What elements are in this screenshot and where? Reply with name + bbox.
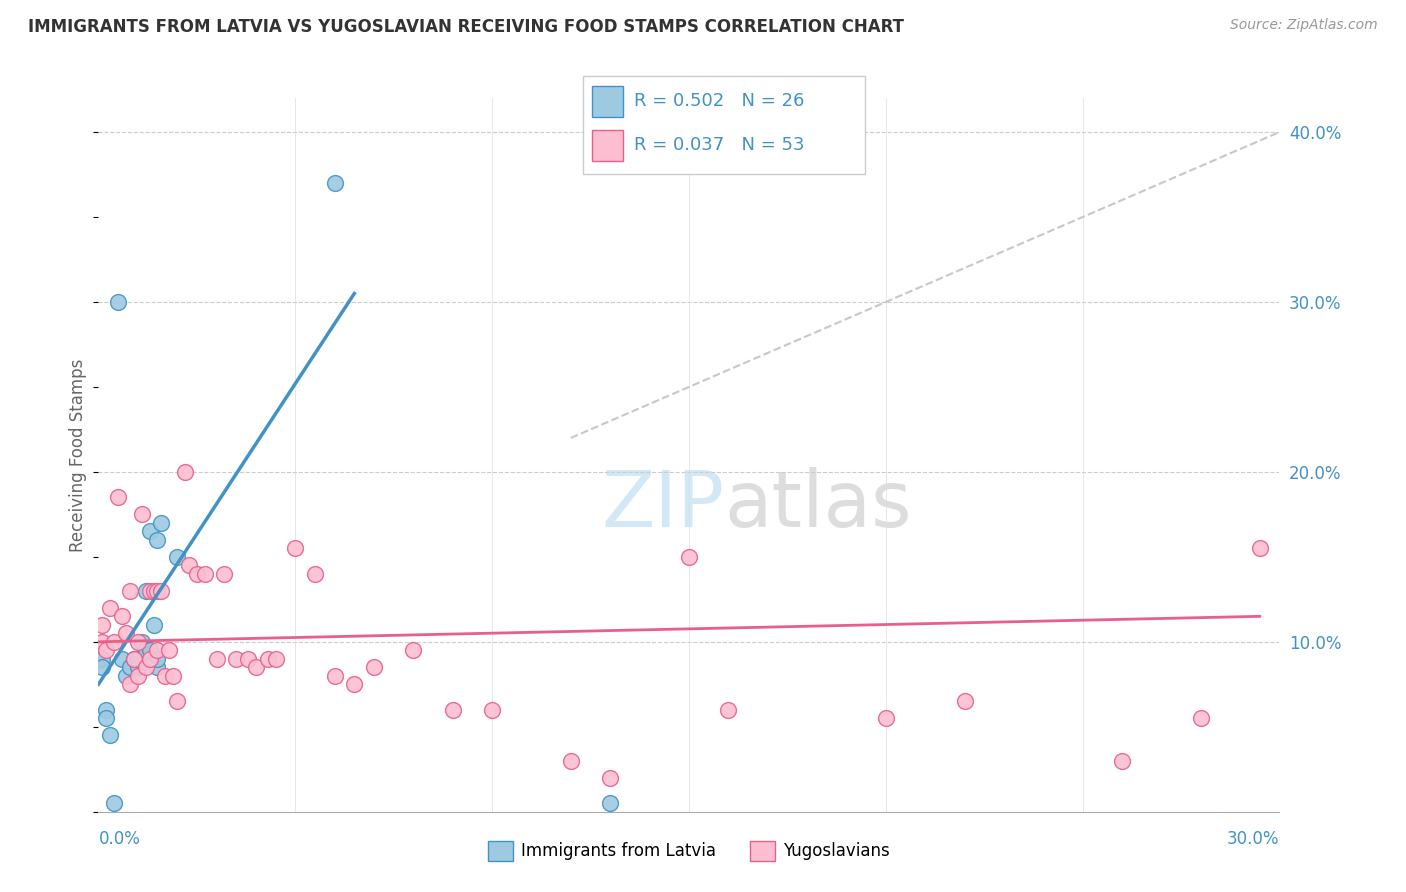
Point	[138, 643, 160, 657]
Point	[103, 635, 125, 649]
Point	[138, 524, 160, 539]
Point	[118, 660, 141, 674]
Point	[186, 566, 208, 581]
Point	[135, 643, 157, 657]
Point	[98, 728, 121, 742]
Text: R = 0.037   N = 53: R = 0.037 N = 53	[634, 136, 804, 154]
Point	[177, 558, 200, 573]
Text: ZIP: ZIP	[602, 467, 724, 543]
FancyBboxPatch shape	[592, 86, 623, 117]
Point	[304, 566, 326, 581]
Text: R = 0.502   N = 26: R = 0.502 N = 26	[634, 93, 804, 111]
Point	[142, 617, 165, 632]
Point	[98, 600, 121, 615]
Point	[560, 754, 582, 768]
Point	[150, 583, 173, 598]
Point	[138, 583, 160, 598]
Point	[1249, 541, 1271, 556]
Point	[166, 549, 188, 564]
Point	[91, 635, 114, 649]
Point	[146, 583, 169, 598]
Y-axis label: Receiving Food Stamps: Receiving Food Stamps	[69, 359, 87, 551]
Point	[91, 660, 114, 674]
Point	[96, 711, 118, 725]
Point	[115, 669, 138, 683]
Point	[1189, 711, 1212, 725]
Point	[162, 669, 184, 683]
Point	[441, 703, 464, 717]
Point	[131, 635, 153, 649]
Point	[363, 660, 385, 674]
Point	[111, 652, 134, 666]
Point	[343, 677, 366, 691]
Point	[284, 541, 307, 556]
Point	[953, 694, 976, 708]
Point	[96, 703, 118, 717]
Point	[599, 796, 621, 810]
Point	[245, 660, 267, 674]
Point	[599, 771, 621, 785]
Point	[146, 643, 169, 657]
Point	[166, 694, 188, 708]
Point	[194, 566, 217, 581]
Point	[127, 669, 149, 683]
Point	[155, 669, 177, 683]
Point	[107, 295, 129, 310]
Point	[214, 566, 236, 581]
Point	[111, 609, 134, 624]
Point	[236, 652, 259, 666]
Text: IMMIGRANTS FROM LATVIA VS YUGOSLAVIAN RECEIVING FOOD STAMPS CORRELATION CHART: IMMIGRANTS FROM LATVIA VS YUGOSLAVIAN RE…	[28, 18, 904, 36]
Point	[138, 652, 160, 666]
Point	[875, 711, 897, 725]
Point	[135, 660, 157, 674]
Point	[127, 635, 149, 649]
Point	[135, 583, 157, 598]
Point	[264, 652, 287, 666]
Point	[157, 643, 180, 657]
Point	[717, 703, 740, 717]
Point	[142, 583, 165, 598]
Point	[323, 669, 346, 683]
Point	[225, 652, 247, 666]
Point	[118, 677, 141, 691]
Point	[122, 652, 145, 666]
Text: atlas: atlas	[724, 467, 912, 543]
Point	[107, 491, 129, 505]
Point	[205, 652, 228, 666]
Point	[150, 516, 173, 530]
Point	[91, 652, 114, 666]
Point	[115, 626, 138, 640]
Point	[146, 660, 169, 674]
FancyBboxPatch shape	[583, 76, 865, 174]
Text: 30.0%: 30.0%	[1227, 830, 1279, 847]
Point	[127, 652, 149, 666]
Text: 0.0%: 0.0%	[98, 830, 141, 847]
Legend: Immigrants from Latvia, Yugoslavians: Immigrants from Latvia, Yugoslavians	[481, 834, 897, 868]
Point	[323, 176, 346, 190]
FancyBboxPatch shape	[592, 129, 623, 161]
Text: Source: ZipAtlas.com: Source: ZipAtlas.com	[1230, 18, 1378, 32]
Point	[122, 652, 145, 666]
Point	[118, 583, 141, 598]
Point	[146, 652, 169, 666]
Point	[402, 643, 425, 657]
Point	[1111, 754, 1133, 768]
Point	[481, 703, 503, 717]
Point	[678, 549, 700, 564]
Point	[127, 660, 149, 674]
Point	[131, 508, 153, 522]
Point	[96, 643, 118, 657]
Point	[91, 617, 114, 632]
Point	[174, 465, 197, 479]
Point	[256, 652, 278, 666]
Point	[146, 533, 169, 547]
Point	[103, 796, 125, 810]
